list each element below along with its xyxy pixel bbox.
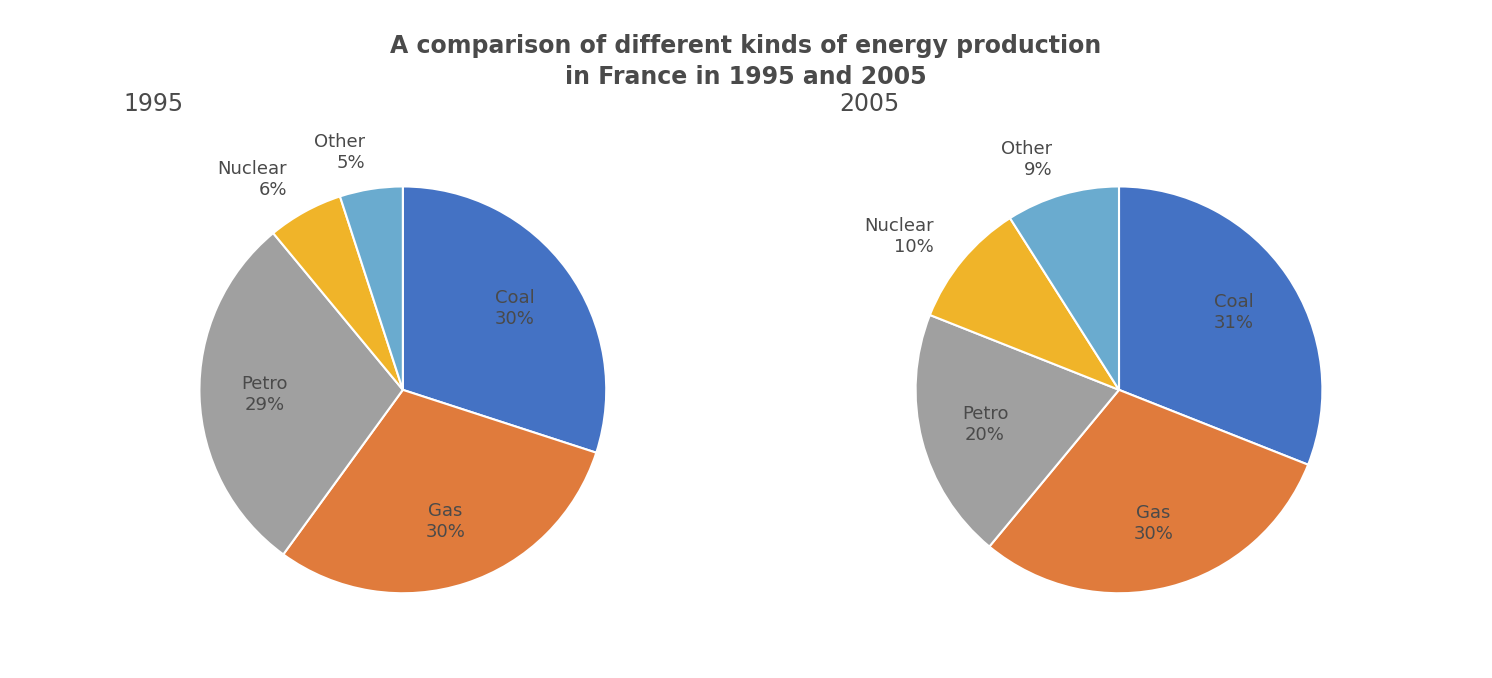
Text: 2005: 2005 <box>840 92 900 116</box>
Wedge shape <box>273 197 403 390</box>
Text: Coal
31%: Coal 31% <box>1213 293 1253 332</box>
Wedge shape <box>283 390 597 593</box>
Text: A comparison of different kinds of energy production
in France in 1995 and 2005: A comparison of different kinds of energ… <box>391 34 1101 89</box>
Text: Gas
30%: Gas 30% <box>1134 504 1173 543</box>
Wedge shape <box>200 233 403 555</box>
Text: Other
9%: Other 9% <box>1001 140 1052 179</box>
Wedge shape <box>1119 186 1322 464</box>
Wedge shape <box>1010 186 1119 390</box>
Wedge shape <box>403 186 606 453</box>
Wedge shape <box>989 390 1308 593</box>
Text: 1995: 1995 <box>124 92 184 116</box>
Wedge shape <box>340 186 403 390</box>
Text: Nuclear
6%: Nuclear 6% <box>218 160 288 199</box>
Text: Nuclear
10%: Nuclear 10% <box>864 218 934 256</box>
Text: Petro
20%: Petro 20% <box>962 405 1009 443</box>
Text: Gas
30%: Gas 30% <box>425 502 466 541</box>
Text: Coal
30%: Coal 30% <box>495 289 534 328</box>
Wedge shape <box>916 315 1119 546</box>
Wedge shape <box>930 218 1119 390</box>
Text: Petro
29%: Petro 29% <box>242 375 288 414</box>
Text: Other
5%: Other 5% <box>315 134 366 172</box>
